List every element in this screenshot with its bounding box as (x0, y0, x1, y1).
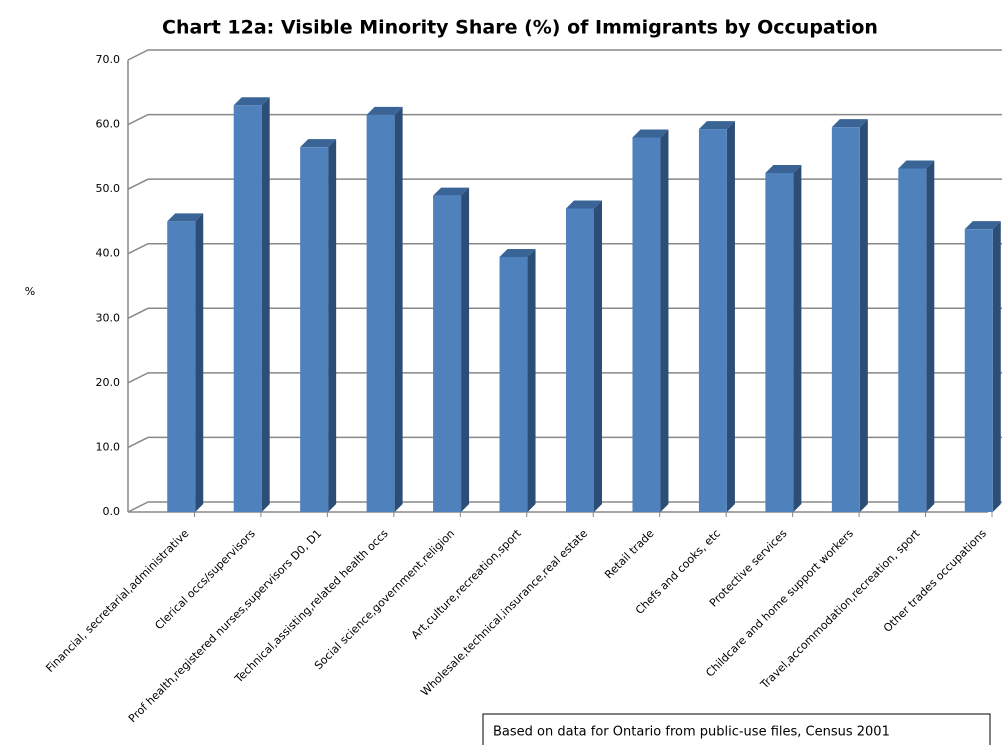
bar-side (394, 106, 403, 512)
x-tick-label: Retail trade (602, 527, 657, 582)
x-tick-label: Social science,government,religion (312, 527, 457, 672)
bar-side (726, 121, 735, 512)
bar-side (660, 129, 669, 512)
bar-top (233, 97, 270, 106)
bar-side (461, 187, 470, 512)
bar-side (195, 213, 204, 512)
bar-side (793, 165, 802, 512)
bar (233, 97, 270, 512)
bar (898, 160, 935, 513)
bar-top (499, 248, 536, 257)
bar-top (964, 221, 1001, 230)
chart-title: Chart 12a: Visible Minority Share (%) of… (162, 17, 878, 39)
bar (167, 213, 204, 512)
y-tick-label: 50.0 (96, 182, 121, 195)
y-tick-label: 70.0 (96, 53, 121, 66)
bar-front (167, 221, 196, 512)
bar-side (261, 97, 270, 512)
x-tick-label: Financial, secretarial,administrative (43, 527, 191, 675)
x-tick-label: Technical,assisting,related health occs (232, 527, 391, 686)
bar-top (698, 121, 735, 130)
bar (698, 121, 735, 512)
y-tick-label: 20.0 (96, 376, 121, 389)
bar-front (566, 208, 594, 512)
bar (632, 129, 669, 512)
bar-top (765, 165, 802, 173)
bar-front (433, 195, 462, 512)
bar-top (300, 139, 337, 148)
bar-side (859, 119, 868, 512)
bar-front (300, 147, 329, 512)
bar-top (366, 106, 403, 115)
y-tick-label: 40.0 (96, 247, 121, 260)
bar-side (328, 139, 337, 512)
bar (366, 106, 403, 512)
bar-front (964, 229, 993, 513)
bar-top (167, 213, 204, 222)
bar (566, 200, 602, 512)
bar-front (898, 168, 927, 513)
bar (964, 221, 1001, 513)
bar-front (831, 127, 860, 512)
bar-front (632, 137, 661, 512)
bar-top (433, 187, 470, 196)
bar (499, 248, 536, 512)
bar-side (594, 200, 602, 512)
note-box (482, 713, 991, 745)
bar-front (366, 114, 395, 512)
x-tick-label: Art,culture,recreation,sport (409, 526, 524, 641)
y-axis-label: % (25, 285, 35, 298)
bar-side (527, 248, 536, 512)
bar-top (566, 200, 602, 209)
x-tick-label: Childcare and home support workers (703, 527, 856, 680)
bar (300, 139, 337, 512)
bar-side (992, 221, 1001, 513)
bar-front (698, 129, 727, 512)
bar-front (765, 173, 794, 512)
bar-front (499, 256, 528, 512)
note: Based on data for Ontario from public-us… (493, 725, 890, 740)
bar-top (831, 119, 868, 128)
grid-line (127, 49, 1002, 61)
y-tick-label: 0.0 (103, 505, 121, 518)
bar-side (926, 160, 935, 513)
bar (433, 187, 470, 512)
bar-front (233, 105, 262, 512)
y-tick-label: 30.0 (96, 311, 121, 324)
bar (831, 119, 868, 512)
y-tick-label: 10.0 (96, 440, 121, 453)
bar (765, 165, 802, 512)
bar-top (632, 129, 669, 138)
grid-line (127, 113, 1002, 126)
y-tick-label: 60.0 (96, 118, 121, 131)
bar-top (898, 160, 935, 169)
